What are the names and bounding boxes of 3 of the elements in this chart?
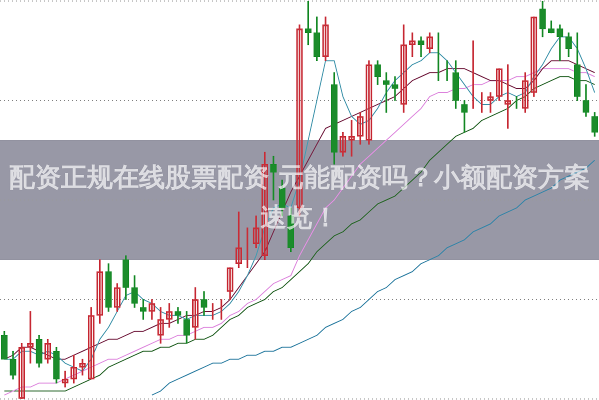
candlestick [392, 76, 398, 101]
candlestick [556, 24, 564, 62]
candlestick [418, 36, 424, 58]
